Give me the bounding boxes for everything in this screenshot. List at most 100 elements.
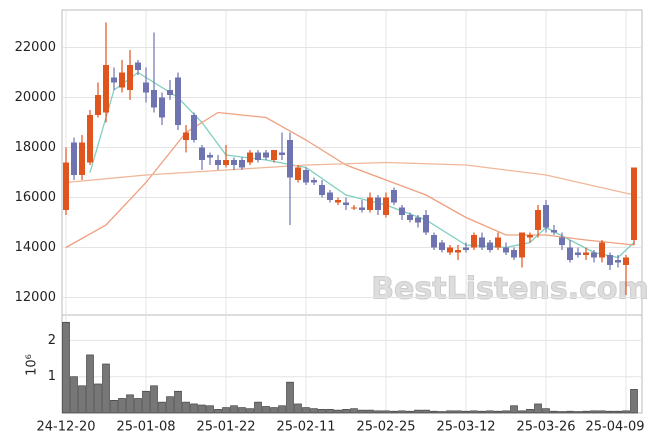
candle-body [351,207,357,209]
candle-body [63,162,69,210]
volume-bar [102,363,110,414]
volume-bar [510,405,518,414]
volume-bar [630,389,638,414]
x-tick-label: 25-01-08 [116,420,175,435]
candle-body [303,170,309,183]
candle-body [335,200,341,203]
candle-body [607,255,613,265]
candle-body [191,115,197,140]
y-tick-label: 1 [48,369,56,384]
candle-body [295,167,301,180]
volume-bar [374,410,382,414]
volume-bar [126,394,134,414]
volume-bar [262,406,270,414]
volume-bar [478,410,486,414]
moving-average [65,161,635,196]
volume-bar [398,410,406,414]
candle-body [135,62,141,70]
volume-bar [414,409,422,414]
candle-body [439,242,445,250]
volume-bar [318,409,326,414]
candle-body [399,207,405,215]
y-tick-label: 18000 [15,140,56,155]
volume-bar [494,410,502,414]
candle-body [215,160,221,165]
volume-bar [286,381,294,414]
volume-bar [550,410,558,414]
volume-bar [62,321,70,414]
candle-body [175,77,181,125]
plot-frame [61,9,643,414]
candle-body [151,90,157,108]
volume-bar [206,405,214,414]
volume-bar [590,410,598,414]
volume-bar [358,409,366,414]
volume-bar [78,385,86,414]
candle-body [583,252,589,255]
volume-bar [230,405,238,414]
volume-bar [246,408,254,414]
volume-bar [254,401,262,414]
x-tick-label: 25-01-22 [196,420,255,435]
candle-body [447,247,453,253]
candle-body [511,250,517,258]
x-tick-label: 25-02-25 [356,420,415,435]
x-tick-label: 24-12-20 [36,420,95,435]
candle-body [471,235,477,248]
candle-body [71,142,77,175]
candle-body [527,235,533,238]
volume-bar [574,411,582,414]
candle-body [535,210,541,230]
volume-bar [70,376,78,414]
volume-bar [582,410,590,414]
volume-bar [366,409,374,414]
volume-bar [526,409,534,414]
candle-body [231,160,237,165]
candle-body [255,152,261,160]
candle-body [495,237,501,248]
candle-body [367,197,373,210]
candle-body [479,237,485,248]
candle-body [343,202,349,205]
volume-bar [598,410,606,414]
volume-bar [342,409,350,414]
x-tick-label: 25-04-09 [585,420,644,435]
volume-bar [518,410,526,414]
volume-bar [326,409,334,414]
volume-bar [238,407,246,414]
volume-bar [454,410,462,414]
y-tick-label: 22000 [15,40,56,55]
x-tick-label: 25-03-26 [516,420,575,435]
candle-body [287,140,293,178]
candle-body [103,65,109,113]
candle-body [551,230,557,233]
volume-bar [310,408,318,414]
candle-body [183,132,189,140]
volume-bar [150,385,158,414]
candle-body [423,215,429,233]
volume-bar [502,410,510,414]
volume-bar [270,407,278,414]
candle-body [247,152,253,163]
volume-bar [430,410,438,414]
candle-body [327,192,333,200]
volume-bar [94,383,102,414]
candle-body [375,197,381,210]
volume-bar [86,354,94,414]
volume-bar [462,410,470,414]
candle-body [167,90,173,95]
candle-body [319,185,325,195]
volume-bar [606,410,614,414]
volume-bar [438,411,446,414]
candle-body [223,160,229,165]
watermark: BestListens.com [371,272,649,307]
volume-bar [190,403,198,414]
candle-body [311,180,317,183]
candle-body [415,217,421,223]
volume-bar [542,408,550,414]
volume-bar [174,390,182,414]
candle-body [455,250,461,253]
volume-bar [278,405,286,414]
candle-body [487,242,493,250]
candle-body [263,152,269,158]
